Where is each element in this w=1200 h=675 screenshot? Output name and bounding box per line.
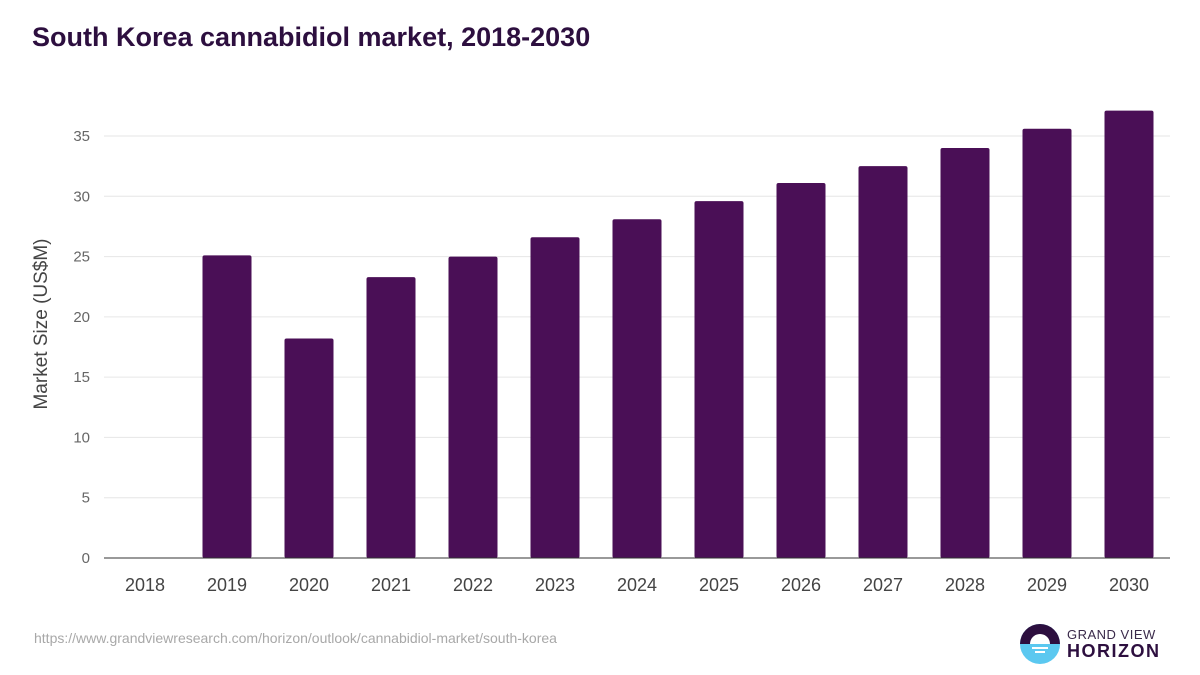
bar-2029 [1022, 128, 1072, 558]
x-tick-label: 2021 [371, 575, 411, 595]
grand-view-horizon-logo: GRAND VIEW HORIZON [1019, 623, 1169, 665]
x-tick-label: 2023 [535, 575, 575, 595]
bar-2021 [366, 277, 416, 558]
x-tick-label: 2026 [781, 575, 821, 595]
bar-2020 [284, 338, 334, 558]
y-tick-label: 30 [73, 188, 90, 205]
y-tick-label: 20 [73, 309, 90, 326]
y-tick-label: 15 [73, 369, 90, 386]
bar-2028 [940, 148, 990, 559]
horizon-logo-icon [1020, 624, 1060, 664]
x-tick-label: 2029 [1027, 575, 1067, 595]
logo-text-horizon: HORIZON [1067, 641, 1161, 661]
y-tick-label: 5 [82, 490, 90, 507]
bar-2024 [612, 219, 662, 559]
source-url[interactable]: https://www.grandviewresearch.com/horizo… [34, 630, 557, 646]
x-tick-label: 2028 [945, 575, 985, 595]
y-axis-label: Market Size (US$M) [31, 238, 52, 409]
y-tick-label: 10 [73, 429, 90, 446]
x-tick-label: 2018 [125, 575, 165, 595]
bar-2025 [694, 201, 744, 558]
bar-2030 [1104, 110, 1154, 559]
bar-2019 [202, 255, 252, 558]
x-tick-label: 2027 [863, 575, 903, 595]
chart-title: South Korea cannabidiol market, 2018-203… [32, 22, 591, 52]
x-tick-label: 2024 [617, 575, 657, 595]
y-tick-label: 0 [82, 550, 90, 567]
x-tick-label: 2022 [453, 575, 493, 595]
bar-2022 [448, 256, 498, 558]
x-tick-label: 2020 [289, 575, 329, 595]
logo-text-grand-view: GRAND VIEW [1067, 627, 1156, 642]
bar-2026 [776, 183, 826, 558]
y-tick-label: 25 [73, 249, 90, 266]
x-tick-label: 2030 [1109, 575, 1149, 595]
x-tick-label: 2025 [699, 575, 739, 595]
x-tick-label: 2019 [207, 575, 247, 595]
y-tick-label: 35 [73, 128, 90, 145]
bar-2023 [530, 237, 580, 558]
bar-2027 [858, 166, 908, 558]
